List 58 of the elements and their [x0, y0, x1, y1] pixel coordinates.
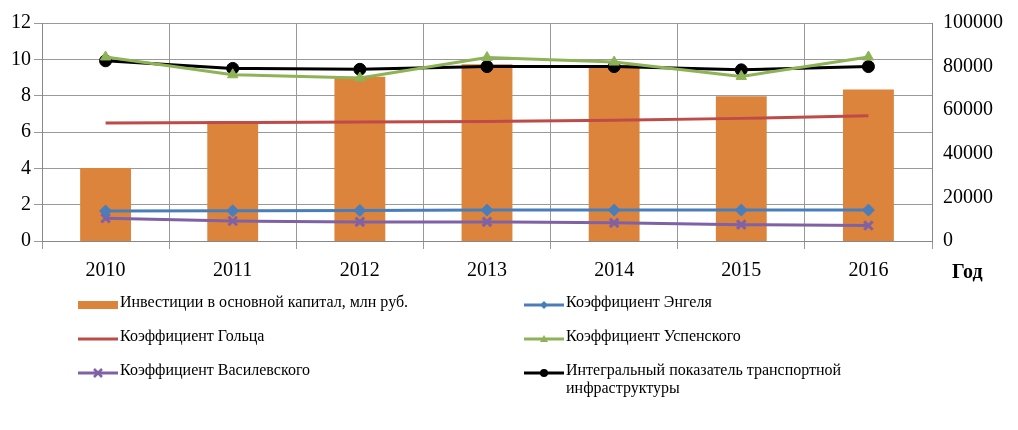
- bar: [843, 89, 894, 241]
- point: [226, 204, 240, 218]
- legend-label: Коэффициент Энгеля: [566, 293, 712, 311]
- point: [607, 203, 621, 217]
- y2-tick-label: 80000: [943, 53, 993, 76]
- point: [735, 69, 747, 80]
- bar: [207, 121, 259, 241]
- y2-tick-label: 60000: [943, 97, 993, 120]
- point: [481, 51, 493, 62]
- y2-tick-label: 0: [943, 228, 953, 251]
- point: [99, 50, 112, 61]
- legend-label: Интегральный показатель транспортной инфраструктуры: [566, 361, 843, 397]
- point: [608, 217, 620, 229]
- point: [608, 55, 620, 66]
- x-axis-title: Год: [952, 260, 983, 283]
- point: [354, 216, 366, 228]
- x-tick-label: 2016: [848, 258, 889, 281]
- point: [481, 216, 493, 228]
- point: [227, 68, 239, 79]
- point: [861, 60, 875, 74]
- x-tick-label: 2014: [594, 258, 635, 281]
- y-tick-label: 4: [21, 155, 31, 178]
- point: [353, 62, 367, 76]
- point: [226, 215, 239, 227]
- point: [480, 60, 494, 74]
- y-tick-label: 2: [21, 191, 31, 214]
- point: [862, 50, 875, 61]
- y2-tick-label: 100000: [943, 10, 1003, 33]
- point: [99, 212, 112, 225]
- y-tick-label: 8: [21, 82, 31, 105]
- point: [734, 203, 748, 217]
- point: [353, 203, 367, 217]
- point: [735, 218, 748, 231]
- y-tick-label: 6: [21, 119, 31, 142]
- x-tick-label: 2015: [721, 258, 762, 281]
- point: [480, 203, 494, 217]
- x-tick-label: 2013: [467, 258, 507, 281]
- legend-label: Коэффициент Гольца: [120, 327, 265, 345]
- y-tick-label: 0: [21, 228, 31, 251]
- bar: [461, 64, 513, 241]
- legend-label: Коэффициент Успенского: [566, 327, 741, 345]
- bar: [588, 65, 640, 241]
- x-tick-label: 2011: [213, 258, 253, 281]
- y-tick-label: 12: [11, 10, 31, 33]
- bar: [334, 76, 386, 241]
- bar: [80, 167, 131, 241]
- y2-tick-label: 40000: [943, 141, 993, 164]
- x-tick-label: 2012: [339, 258, 380, 281]
- legend-label: Инвестиции в основной капитал, млн руб.: [120, 293, 409, 311]
- point: [99, 204, 113, 218]
- y-tick-label: 10: [11, 46, 31, 69]
- point: [862, 219, 875, 232]
- point: [354, 71, 366, 82]
- x-tick-label: 2010: [85, 258, 126, 281]
- point: [861, 203, 875, 217]
- legend-label: Коэффициент Василевского: [120, 361, 311, 379]
- bar: [715, 96, 767, 241]
- y2-tick-label: 20000: [943, 184, 993, 207]
